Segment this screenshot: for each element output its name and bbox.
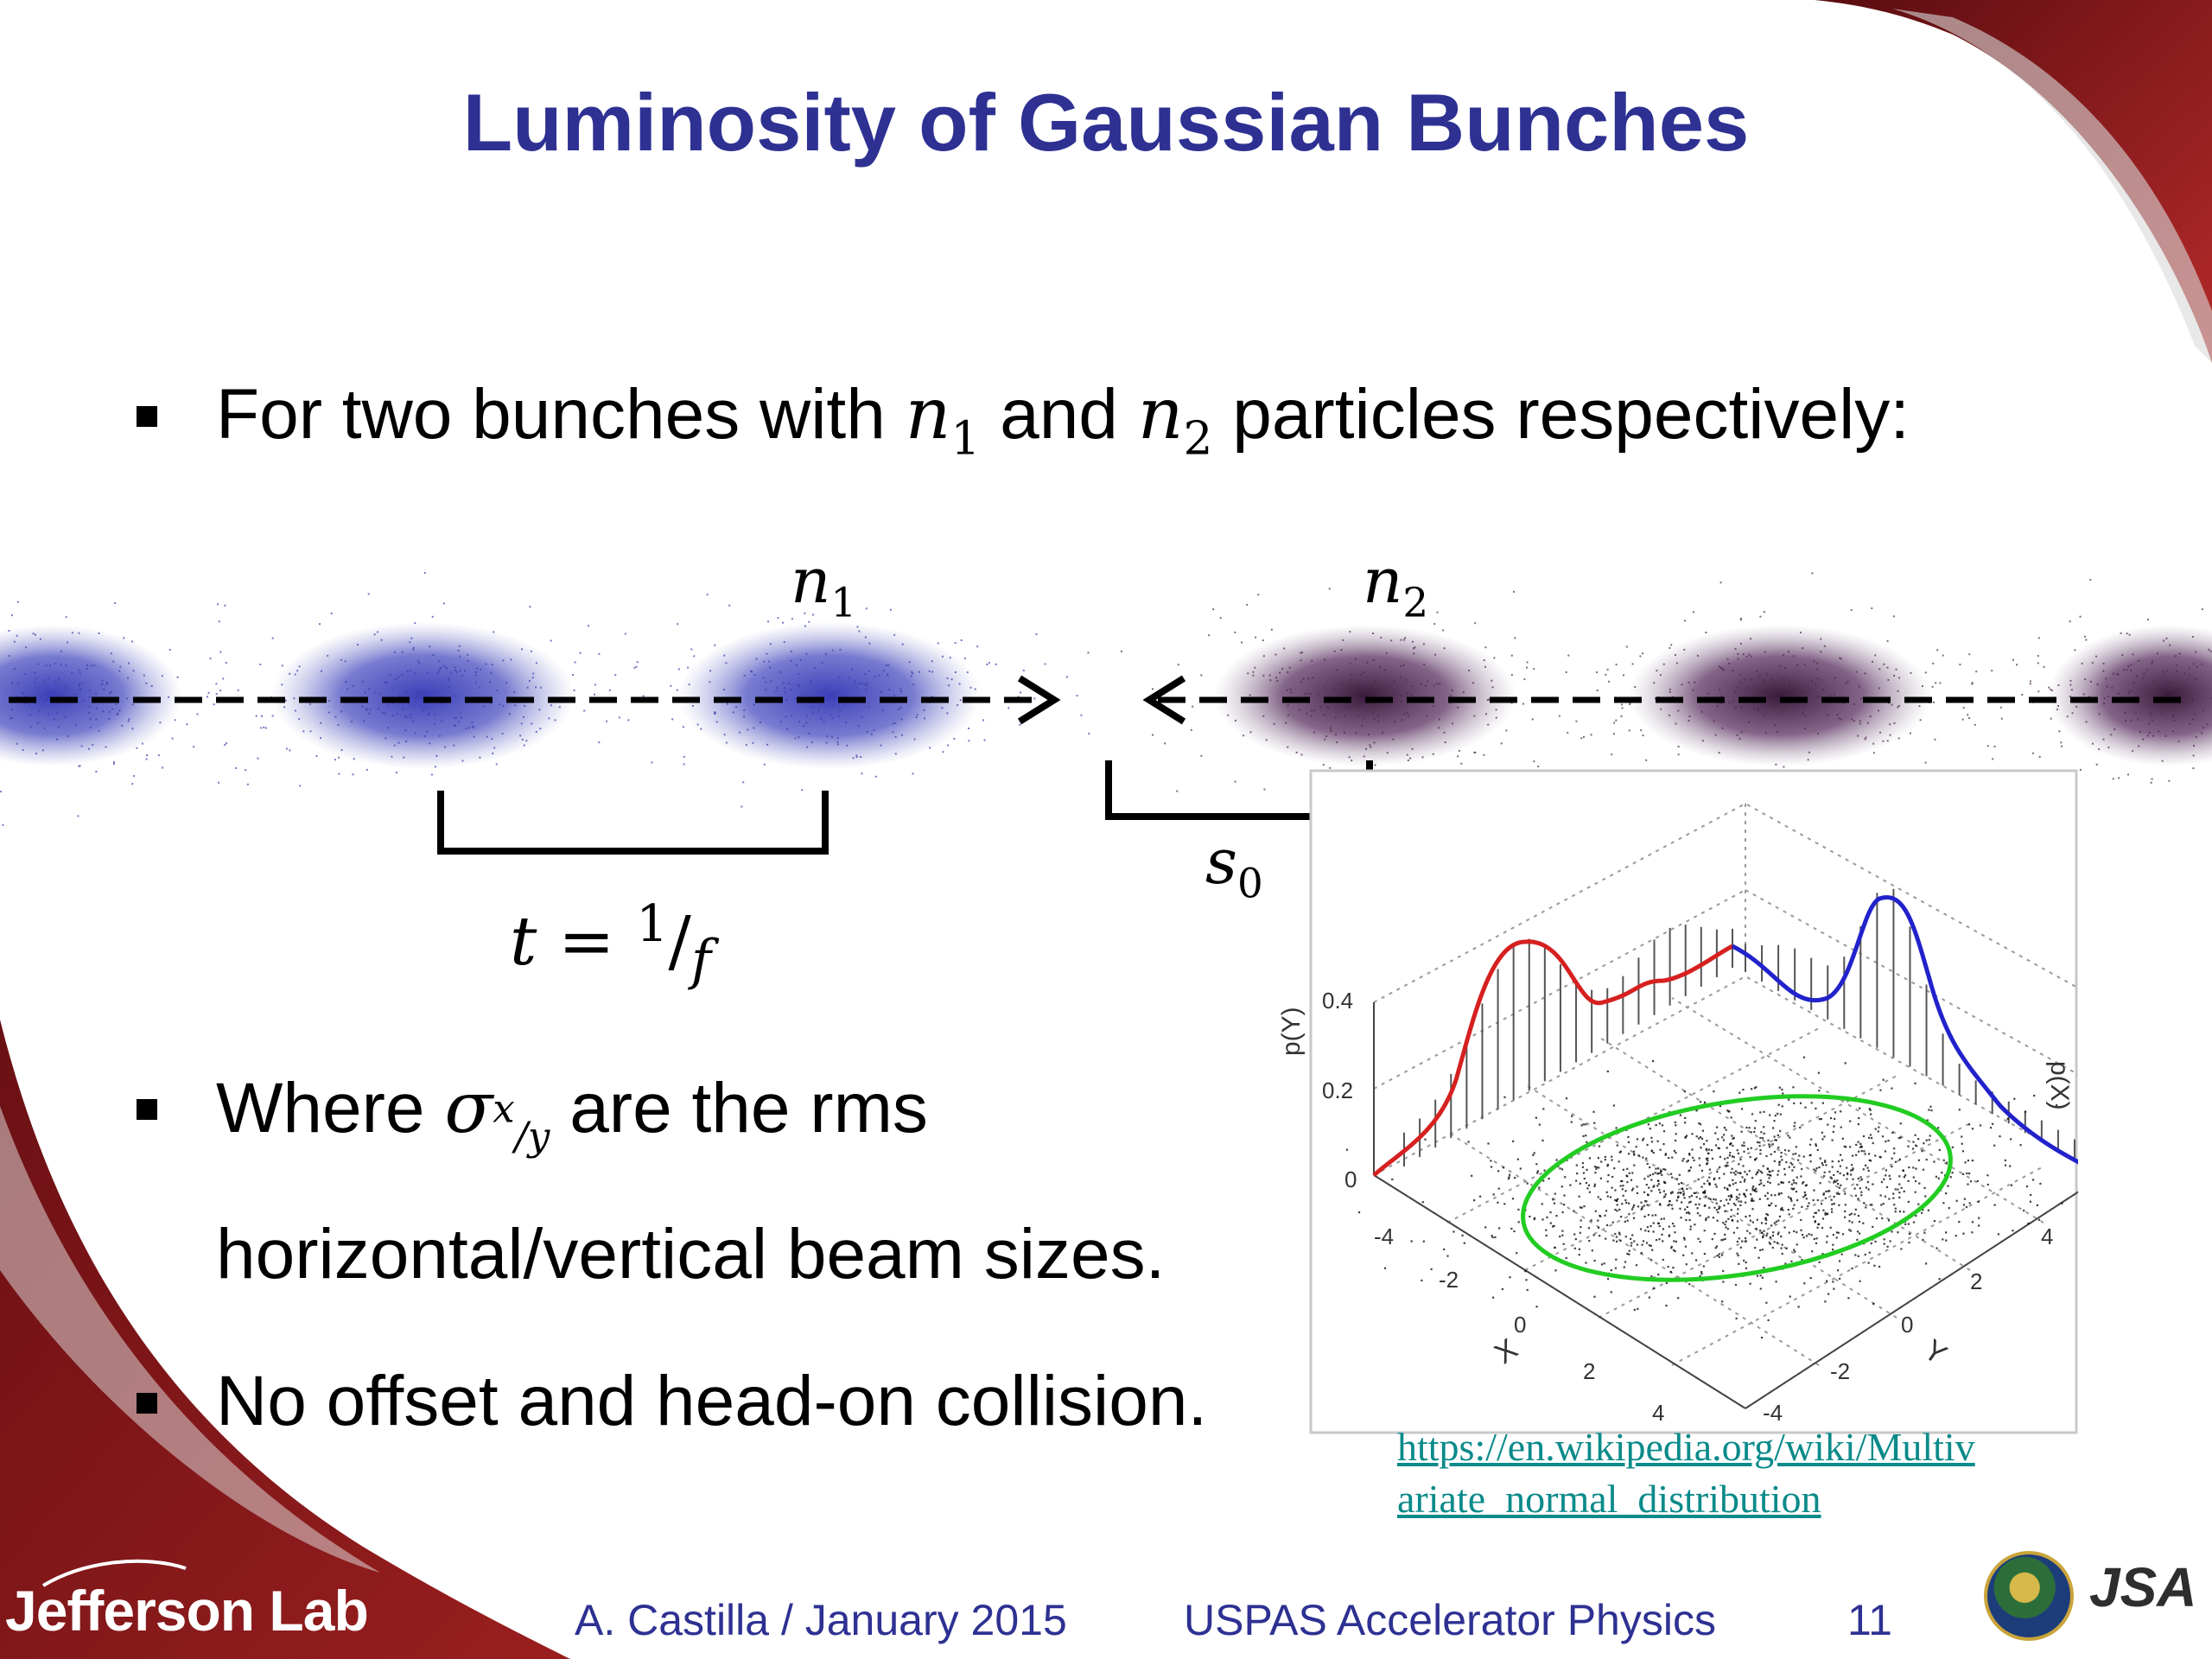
bunch-right-2 <box>1629 625 1931 766</box>
t-equals-label: t = 1/f <box>510 894 711 992</box>
marginal-curve-x <box>1731 895 2078 1165</box>
bunch-left-2 <box>272 622 575 769</box>
py-axis-label: p(Y) <box>1277 1007 1306 1056</box>
x-tick-neg2: -2 <box>1439 1267 1459 1293</box>
y-tick-neg4: -4 <box>1763 1400 1783 1426</box>
x-tick-2: 2 <box>1583 1358 1596 1384</box>
bracket-t <box>437 791 829 855</box>
bullet-marker-3 <box>137 1393 157 1414</box>
swoosh-top-right <box>1815 0 2212 363</box>
sigma-symbol: σx/y <box>444 1067 550 1159</box>
bullet-1: For two bunches with n1 and n2 particles… <box>216 373 1910 466</box>
y-tick-0: 0 <box>1901 1312 1914 1338</box>
bunch-right-3 <box>2048 625 2212 766</box>
link-line-2[interactable]: ariate_normal_distribution <box>1397 1477 1821 1521</box>
t-label-text: t = <box>510 903 637 981</box>
bullet-2-text-post: are the rms <box>550 1069 928 1147</box>
sigma-sub-y: /y <box>514 1113 550 1160</box>
n1-label-sub: 1 <box>830 580 857 627</box>
plot-axes <box>1373 1002 2078 1409</box>
z-tick-0-2: 0.2 <box>1322 1077 1354 1103</box>
arrowhead-left <box>1142 675 1186 725</box>
n2-symbol: n2 <box>1137 373 1213 466</box>
z-tick-0: 0 <box>1344 1166 1357 1192</box>
histogram-bars-x <box>1745 888 2075 1162</box>
marginal-curve-y <box>1372 939 1734 1177</box>
s0-label: s0 <box>1205 825 1263 907</box>
bunch-left-1 <box>0 625 181 766</box>
sigma-var: σ <box>444 1067 493 1149</box>
bivariate-normal-plot <box>1309 769 2078 1434</box>
n1-var: n <box>905 373 951 455</box>
covariance-ellipse <box>1521 1094 1953 1282</box>
t-numerator: 1 <box>636 894 669 953</box>
bullet-3: No offset and head-on collision. <box>216 1362 1208 1440</box>
n2-label-var: n <box>1363 544 1403 617</box>
bullet-marker-2 <box>137 1099 157 1120</box>
bullet-2-line-1: Where σx/y are the rms <box>216 1067 928 1159</box>
x-tick-neg4: -4 <box>1374 1224 1395 1249</box>
x-tick-4: 4 <box>1652 1400 1665 1426</box>
bunch-left-3 <box>678 622 981 769</box>
n2-var: n <box>1137 373 1184 455</box>
bullet-1-text-mid: and <box>980 375 1138 454</box>
y-tick-2: 2 <box>1970 1268 1983 1294</box>
footer-page-number: 11 <box>1847 1596 1892 1644</box>
n2-label-sub: 2 <box>1402 580 1429 627</box>
bullet-2-line-2: horizontal/vertical beam sizes. <box>216 1215 1166 1294</box>
bullet-1-text-post: particles respectively: <box>1212 375 1910 454</box>
y-tick-4: 4 <box>2041 1224 2054 1249</box>
n1-subscript: 1 <box>950 411 981 466</box>
px-axis-label: p(X) <box>2045 1061 2074 1110</box>
bunch-diagram <box>0 572 2212 855</box>
link-line-1[interactable]: https://en.wikipedia.org/wiki/Multiv <box>1397 1425 1975 1469</box>
x-tick-0: 0 <box>1514 1312 1527 1338</box>
bullet-marker-1 <box>137 406 157 427</box>
swoosh-top-right-light <box>1892 9 2212 363</box>
t-denominator: f <box>690 928 711 992</box>
jsa-logo: JSA <box>2089 1556 2197 1618</box>
n1-label: n1 <box>791 544 856 626</box>
n1-symbol: n1 <box>905 373 981 466</box>
wikipedia-link[interactable]: https://en.wikipedia.org/wiki/Multiv ari… <box>1397 1421 2054 1525</box>
sigma-sub-x: x <box>493 1085 515 1132</box>
arrowhead-right <box>1017 675 1061 725</box>
footer-author-date: A. Castilla / January 2015 <box>575 1596 1067 1644</box>
swoosh-bottom-left-light <box>0 1106 380 1573</box>
particle-speckles <box>0 572 2212 826</box>
bullet-1-text-pre: For two bunches with <box>216 375 906 454</box>
y-tick-neg2: -2 <box>1830 1358 1851 1384</box>
n2-label: n2 <box>1363 544 1428 626</box>
swoosh-bottom-left <box>0 1020 570 1659</box>
scatter-points <box>1345 1056 2063 1339</box>
n2-subscript: 2 <box>1183 411 1213 466</box>
slide-title: Luminosity of Gaussian Bunches <box>462 77 1750 168</box>
jefferson-lab-logo-arc <box>41 1559 187 1587</box>
footer-course: USPAS Accelerator Physics <box>1184 1596 1716 1644</box>
plot-frame <box>1309 769 2078 1434</box>
doe-seal-icon <box>1984 1551 2074 1641</box>
bunch-right-1 <box>1214 625 1516 766</box>
z-tick-0-4: 0.4 <box>1322 988 1354 1014</box>
s0-label-sub: 0 <box>1236 861 1263 908</box>
s0-label-var: s <box>1205 825 1237 898</box>
bullet-2-text-pre: Where <box>216 1069 445 1147</box>
jefferson-lab-logo: Jefferson Lab <box>5 1579 369 1643</box>
plot-grid <box>1373 802 2078 1410</box>
fraction-slash: / <box>668 903 691 981</box>
n1-label-var: n <box>791 544 831 617</box>
